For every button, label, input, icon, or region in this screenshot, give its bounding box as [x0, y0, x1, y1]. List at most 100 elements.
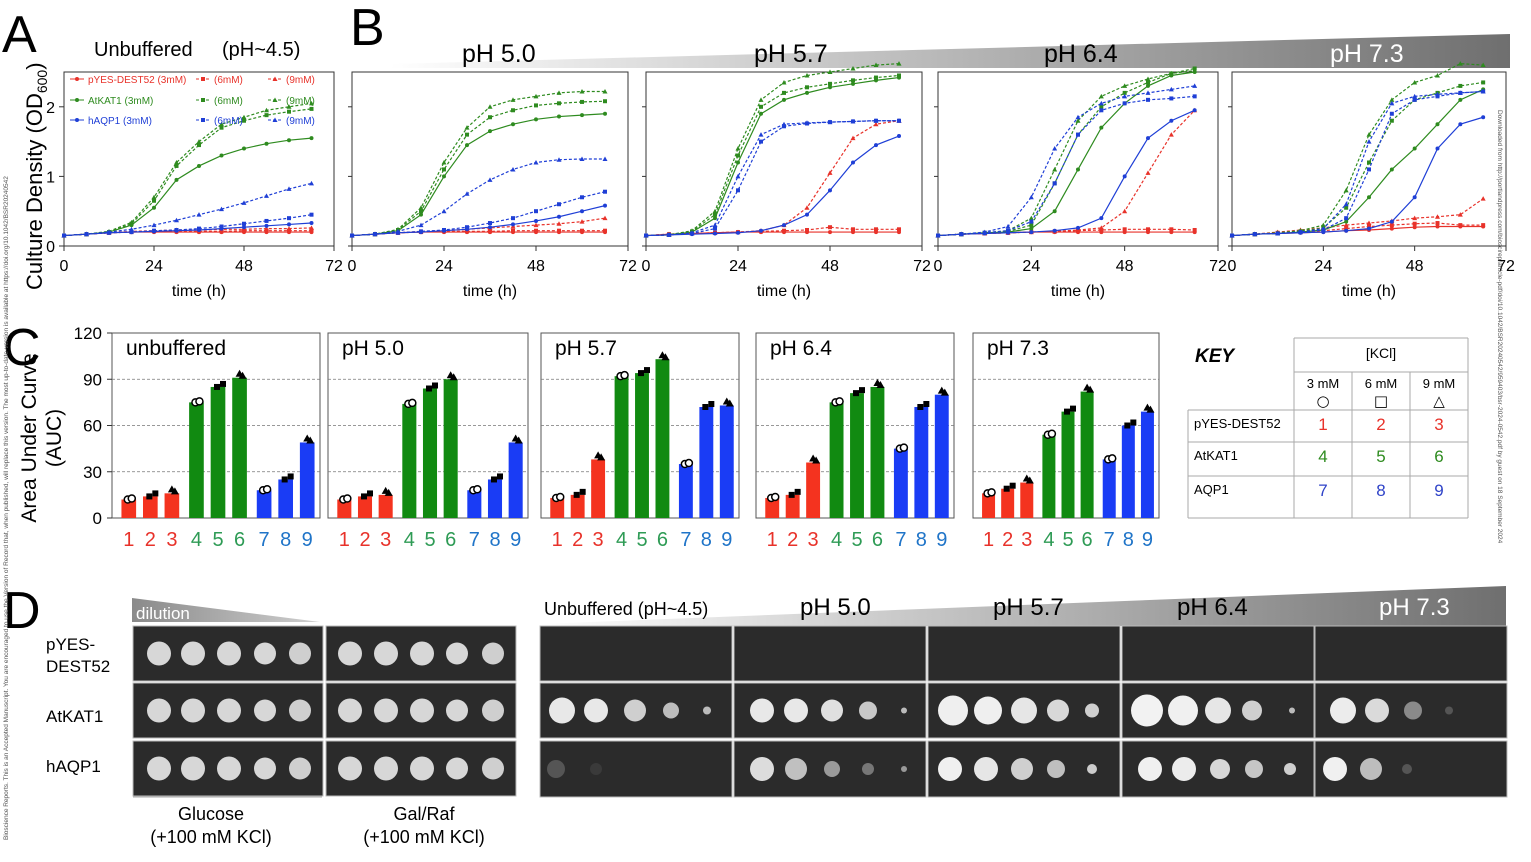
- yeast-spot: [181, 756, 205, 781]
- data-point: [534, 117, 538, 122]
- data-point: [174, 227, 179, 232]
- bar: [550, 497, 565, 518]
- data-point: [309, 180, 314, 186]
- data-point: [488, 115, 492, 120]
- data-point: [1343, 187, 1349, 193]
- data-point: [828, 188, 832, 193]
- legend-item: (9mM): [268, 75, 315, 86]
- bar: [256, 490, 272, 518]
- replicate-marker: [306, 436, 315, 444]
- bar-x-label: 6: [657, 529, 668, 551]
- bar: [1121, 425, 1135, 518]
- bar-x-label: 2: [787, 529, 798, 551]
- replicate-marker: [1124, 422, 1131, 429]
- data-point: [1168, 132, 1174, 137]
- data-point: [511, 108, 515, 113]
- x-tick-label: 72: [1209, 258, 1227, 275]
- series-line: [937, 71, 1195, 237]
- data-point: [580, 195, 584, 200]
- legend-item: (6mM): [196, 96, 243, 107]
- bar: [1080, 391, 1094, 518]
- data-point: [1005, 224, 1011, 229]
- series-line: [937, 85, 1195, 237]
- growth-chart: 0 24 48 72 time (h): [1228, 61, 1515, 300]
- data-point: [1029, 219, 1034, 224]
- data-point: [1435, 221, 1440, 226]
- bar-x-label: 9: [510, 529, 521, 551]
- bar: [143, 496, 158, 518]
- series-line: [1231, 116, 1484, 237]
- strain-label: AtKAT1: [46, 707, 103, 726]
- replicate-marker: [555, 492, 565, 502]
- data-point: [580, 113, 584, 118]
- data-point: [781, 121, 787, 127]
- data-point: [1192, 83, 1198, 88]
- panelB-header: pH 5.7: [754, 40, 828, 68]
- data-point: [1029, 223, 1034, 228]
- yeast-spot: [217, 641, 241, 666]
- yeast-spot: [584, 698, 608, 723]
- data-point: [1389, 118, 1394, 123]
- data-point: [580, 99, 584, 104]
- yeast-spot: [974, 696, 1002, 725]
- legend-label: (6mM): [214, 96, 243, 107]
- replicate-marker: [1086, 385, 1095, 393]
- agar-plate: [1314, 625, 1508, 682]
- data-point: [1052, 209, 1057, 214]
- data-point: [286, 104, 292, 109]
- yeast-spot: [1402, 764, 1412, 774]
- bar-x-label: 6: [445, 529, 456, 551]
- growth-ylabel: Culture Density (OD600): [22, 62, 50, 290]
- data-point: [1481, 115, 1486, 120]
- data-point: [713, 231, 717, 236]
- data-point: [579, 219, 585, 224]
- legend-label: AtKAT1 (3mM): [88, 96, 153, 107]
- replicate-marker: [644, 367, 650, 374]
- yeast-spot: [1172, 757, 1196, 781]
- data-point: [488, 221, 492, 226]
- data-point: [534, 103, 538, 108]
- bar: [299, 442, 315, 518]
- data-point: [758, 97, 764, 102]
- replicate-marker: [835, 397, 844, 406]
- data-point: [828, 225, 832, 230]
- replicate-marker: [152, 490, 159, 497]
- legend-item: (9mM): [268, 116, 315, 127]
- data-point: [828, 85, 832, 90]
- data-point: [603, 111, 607, 116]
- yeast-spot: [254, 642, 276, 665]
- data-point: [1169, 118, 1174, 123]
- key-number: 7: [1318, 481, 1327, 500]
- yeast-spot: [1047, 760, 1065, 778]
- yeast-spot: [147, 698, 171, 723]
- data-point: [242, 118, 246, 123]
- replicate-marker: [702, 404, 709, 410]
- data-point: [465, 229, 469, 234]
- series-line: [645, 63, 900, 237]
- yeast-spot: [901, 766, 907, 772]
- agar-plate: [927, 740, 1121, 798]
- data-point: [196, 212, 202, 217]
- replicate-marker: [923, 401, 930, 407]
- x-tick-label: 48: [1406, 258, 1424, 275]
- data-point: [533, 93, 539, 99]
- yeast-spot: [254, 699, 276, 722]
- data-point: [151, 194, 157, 200]
- data-point: [759, 104, 763, 109]
- yeast-spot: [1011, 758, 1033, 780]
- replicate-marker: [343, 494, 352, 503]
- data-point: [873, 118, 879, 123]
- data-point: [897, 73, 901, 78]
- replicate-marker: [853, 390, 859, 397]
- replicate-marker: [899, 443, 909, 452]
- data-point: [602, 88, 608, 94]
- data-point: [419, 229, 423, 234]
- data-point: [1052, 181, 1057, 186]
- data-point: [1458, 97, 1463, 102]
- y-tick-label: 30: [83, 463, 102, 482]
- data-point: [309, 106, 314, 111]
- x-tick-label: 48: [821, 258, 839, 275]
- data-point: [1412, 93, 1418, 99]
- key-header: [KCl]: [1366, 345, 1396, 361]
